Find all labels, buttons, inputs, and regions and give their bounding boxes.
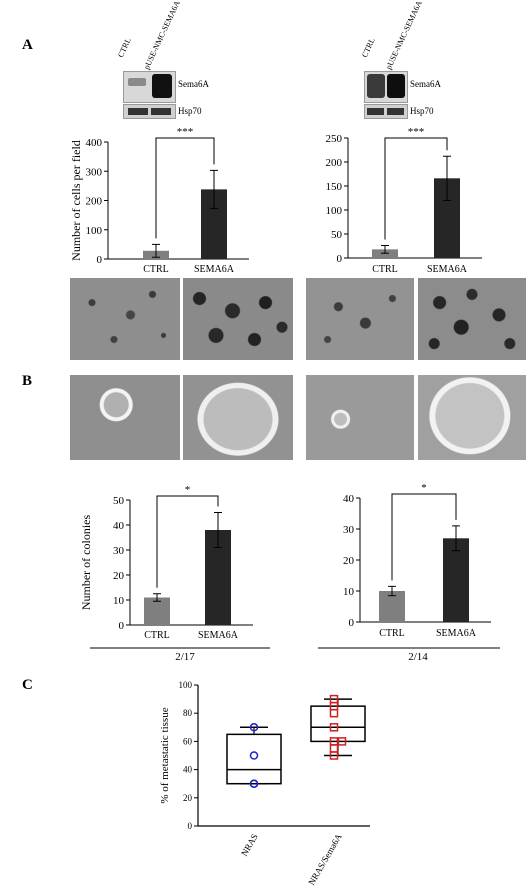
bar	[379, 591, 405, 622]
band-label-hsp70: Hsp70	[178, 106, 202, 116]
data-point	[249, 723, 259, 732]
category-label: NRAS	[239, 832, 260, 858]
bar	[443, 538, 469, 622]
y-tick-label: 0	[97, 254, 103, 266]
y-tick-label: 0	[349, 617, 355, 629]
colony-micrograph-ctrl	[70, 375, 180, 460]
y-axis-label: % of metastatic tissue	[159, 707, 171, 803]
significance-mark: *	[421, 482, 427, 494]
y-tick-label: 20	[343, 555, 355, 567]
y-tick-label: 40	[113, 520, 125, 532]
invasion-micrograph-ctrl	[306, 278, 414, 360]
y-tick-label: 50	[331, 229, 343, 241]
y-tick-label: 400	[86, 137, 103, 149]
y-tick-label: 80	[183, 708, 193, 718]
significance-bracket	[155, 137, 215, 239]
y-tick-label: 20	[113, 570, 125, 582]
category-label: CTRL	[379, 628, 405, 639]
sema6a-band-strip	[364, 71, 408, 103]
y-tick-label: 30	[343, 524, 355, 536]
y-tick-label: 100	[326, 205, 343, 217]
band-label-sema6a: Sema6A	[410, 79, 441, 89]
panel-label-b: B	[22, 373, 33, 389]
category-label: SEMA6A	[427, 264, 468, 275]
footer-label: 2/14	[408, 651, 428, 663]
hsp70-band-strip	[123, 104, 176, 119]
y-tick-label: 100	[179, 680, 193, 690]
y-tick-label: 0	[119, 620, 125, 632]
band-label-sema6a: Sema6A	[178, 79, 209, 89]
y-axis-label: Number of colonies	[79, 515, 93, 611]
y-tick-label: 250	[326, 133, 343, 145]
colony-micrograph-sema6a	[183, 375, 293, 460]
significance-mark: *	[185, 484, 191, 496]
y-tick-label: 0	[337, 253, 343, 265]
y-axis-label: Number of cells per field	[69, 140, 83, 261]
category-label: CTRL	[144, 630, 170, 641]
hsp70-band-strip	[364, 104, 408, 119]
invasion-micrograph-sema6a	[183, 278, 293, 360]
data-point	[329, 708, 339, 718]
data-point	[337, 737, 347, 746]
y-tick-label: 200	[326, 157, 343, 169]
data-point	[329, 751, 339, 760]
category-label: CTRL	[143, 264, 169, 275]
panel-label-a: A	[22, 37, 33, 53]
category-label: SEMA6A	[198, 630, 239, 641]
bar	[144, 597, 170, 625]
y-tick-label: 100	[86, 225, 103, 237]
invasion-micrograph-sema6a	[418, 278, 526, 360]
colony-micrograph-ctrl	[306, 375, 414, 460]
significance-bracket	[384, 137, 448, 240]
y-tick-label: 150	[326, 181, 343, 193]
significance-mark: ***	[177, 126, 194, 138]
y-tick-label: 60	[183, 736, 193, 746]
colony-micrograph-sema6a	[418, 375, 526, 460]
y-tick-label: 20	[183, 793, 193, 803]
data-point	[249, 751, 259, 760]
panel-label-c: C	[22, 677, 33, 693]
band-label-hsp70: Hsp70	[410, 106, 434, 116]
western-blot-left: CTRL pUSE-NMC-SEMA6A Sema6A Hsp70	[116, 0, 290, 119]
sema6a-band-strip	[123, 71, 176, 103]
category-label: SEMA6A	[194, 264, 235, 275]
y-tick-label: 0	[188, 821, 193, 831]
significance-bracket	[156, 495, 219, 588]
data-point	[329, 723, 339, 732]
y-tick-label: 40	[183, 765, 193, 775]
data-point	[249, 779, 259, 788]
y-tick-label: 10	[113, 595, 125, 607]
y-tick-label: 40	[343, 493, 355, 505]
category-label: NRAS/Sema6A	[306, 832, 344, 887]
y-tick-label: 30	[113, 545, 125, 557]
y-tick-label: 300	[86, 166, 103, 178]
footer-label: 2/17	[175, 651, 195, 663]
y-tick-label: 10	[343, 586, 355, 598]
significance-bracket	[391, 493, 457, 581]
data-point	[329, 744, 339, 753]
significance-mark: ***	[408, 126, 425, 138]
invasion-micrograph-ctrl	[70, 278, 180, 360]
western-blot-right: CTRL pUSE-NMC-SEMA6A Sema6A Hsp70	[360, 0, 522, 119]
y-tick-label: 50	[113, 495, 125, 507]
category-label: SEMA6A	[436, 628, 477, 639]
y-tick-label: 200	[86, 196, 103, 208]
category-label: CTRL	[372, 264, 398, 275]
